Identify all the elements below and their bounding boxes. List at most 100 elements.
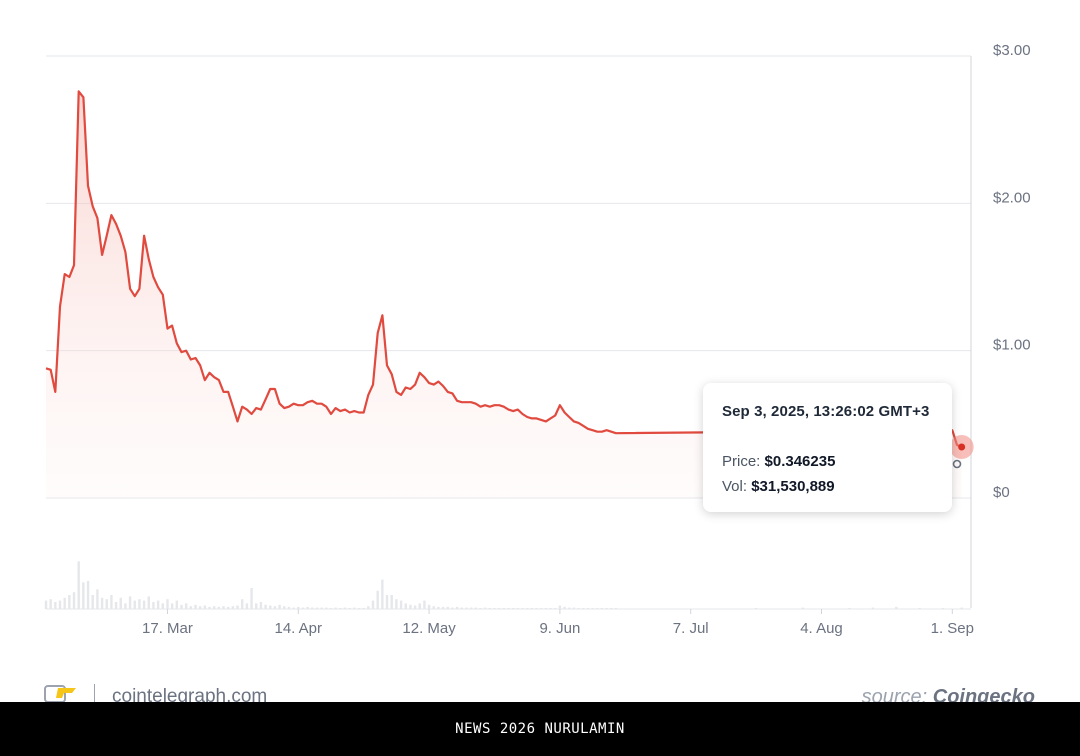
volume-bar <box>166 599 169 609</box>
volume-bar <box>465 607 468 609</box>
volume-bar <box>44 600 48 609</box>
tooltip-vol-label: Vol: <box>722 478 748 495</box>
tooltip-datetime: Sep 3, 2025, 13:26:02 GMT+3 <box>722 403 930 420</box>
volume-bar <box>170 603 174 609</box>
y-tick-label: $0 <box>993 484 1010 501</box>
x-tick-label: 9. Jun <box>539 620 580 637</box>
volume-bar <box>292 607 295 609</box>
volume-bar <box>427 604 431 609</box>
volume-bar <box>287 606 291 609</box>
volume-bar <box>385 595 389 609</box>
volume-bar <box>306 606 309 609</box>
volume-bar <box>124 603 127 609</box>
volume-bar <box>255 603 258 609</box>
tooltip-price-label: Price: <box>722 453 761 470</box>
volume-bar <box>269 605 272 609</box>
tooltip-vol-row: Vol: $31,530,889 <box>722 478 952 495</box>
volume-bar <box>49 599 52 609</box>
volume-bar <box>152 602 155 609</box>
volume-bar <box>572 607 576 609</box>
volume-bar <box>259 602 263 609</box>
volume-bar <box>72 592 76 609</box>
volume-bar <box>446 606 449 609</box>
volume-bar <box>63 597 66 609</box>
volume-bar <box>437 606 440 609</box>
volume-bar <box>558 605 562 609</box>
volume-bar <box>469 607 473 609</box>
volume-bar <box>367 606 370 609</box>
volume-bar <box>376 590 379 609</box>
volume-bar <box>441 606 445 609</box>
volume-bar <box>483 607 487 609</box>
volume-bar <box>451 607 454 609</box>
hover-point-core <box>958 443 966 451</box>
volume-bar <box>301 607 305 609</box>
x-tick-label: 12. May <box>402 620 456 637</box>
tooltip-price-value: $0.346235 <box>764 453 836 470</box>
volume-bar <box>110 595 113 609</box>
x-tick-label: 7. Jul <box>673 620 709 637</box>
source-credit: source: Coingecko <box>862 686 1035 702</box>
volume-bar <box>180 604 183 609</box>
chart-footer: cointelegraph.com source: Coingecko <box>0 680 1080 702</box>
volume-bar <box>91 595 94 609</box>
volume-bar <box>194 604 197 609</box>
x-axis-ticks: 17. Mar 14. Apr 12. May 9. Jun 7. Jul 4. Aug 1… <box>142 609 974 637</box>
price-chart: $3.00 $2.00 $1.00 $0 17. Mar 14. Apr 12. May 9… <box>44 42 1031 637</box>
volume-bar <box>245 603 249 609</box>
news-banner: NEWS 2026 NURULAMIN <box>0 702 1080 756</box>
volume-bar <box>460 607 463 609</box>
volume-bar <box>474 607 477 609</box>
volume-bar <box>801 607 805 609</box>
volume-bar <box>231 606 235 609</box>
volume-bar <box>315 607 319 609</box>
x-tick-label: 1. Sep <box>931 620 974 637</box>
cointelegraph-logo-icon <box>44 685 76 702</box>
volume-bar <box>250 588 253 609</box>
volume-bar <box>311 607 314 609</box>
price-area <box>46 91 962 499</box>
banner-text: NEWS 2026 NURULAMIN <box>455 721 625 737</box>
volume-bar <box>96 589 99 609</box>
volume-bar <box>395 599 398 609</box>
x-tick-label: 17. Mar <box>142 620 193 637</box>
volume-bar <box>217 606 221 609</box>
tooltip-price-row: Price: $0.346235 <box>722 453 952 470</box>
volume-bar <box>334 607 337 609</box>
volume-bar <box>133 600 136 609</box>
volume-bar <box>404 603 407 609</box>
volume-bar <box>568 607 571 609</box>
volume-bar <box>371 600 375 609</box>
price-line <box>45 90 963 449</box>
volume-bar <box>418 603 421 609</box>
volume-bar <box>325 607 328 609</box>
source-name: Coingecko <box>932 686 1035 702</box>
volume-bar <box>264 604 267 609</box>
volume-bar <box>399 600 403 609</box>
volume-bar <box>86 581 90 609</box>
y-tick-label: $1.00 <box>993 337 1031 354</box>
volume-bar <box>58 600 62 609</box>
source-label: source: <box>861 686 928 702</box>
volume-bar <box>128 596 132 609</box>
site-name[interactable]: cointelegraph.com <box>112 686 268 702</box>
tooltip-vol-value: $31,530,889 <box>751 478 835 495</box>
volume-bar <box>278 604 281 609</box>
volume-bar <box>222 606 225 609</box>
volume-bar <box>161 603 164 609</box>
volume-bar <box>156 600 160 609</box>
volume-bar <box>100 597 104 609</box>
volume-bar <box>82 582 85 609</box>
volume-bar <box>203 605 207 609</box>
volume-bar <box>960 607 963 609</box>
volume-bar <box>77 561 80 609</box>
x-tick-label: 4. Aug <box>800 620 843 637</box>
volume-bar <box>895 606 898 609</box>
volume-bar <box>105 599 108 609</box>
volume-bar <box>212 606 216 609</box>
volume-bar <box>175 600 179 609</box>
cursor-ring-icon <box>952 459 962 469</box>
volume-bar <box>114 602 118 609</box>
volume-bar <box>189 606 193 609</box>
volume-bar <box>343 607 347 609</box>
